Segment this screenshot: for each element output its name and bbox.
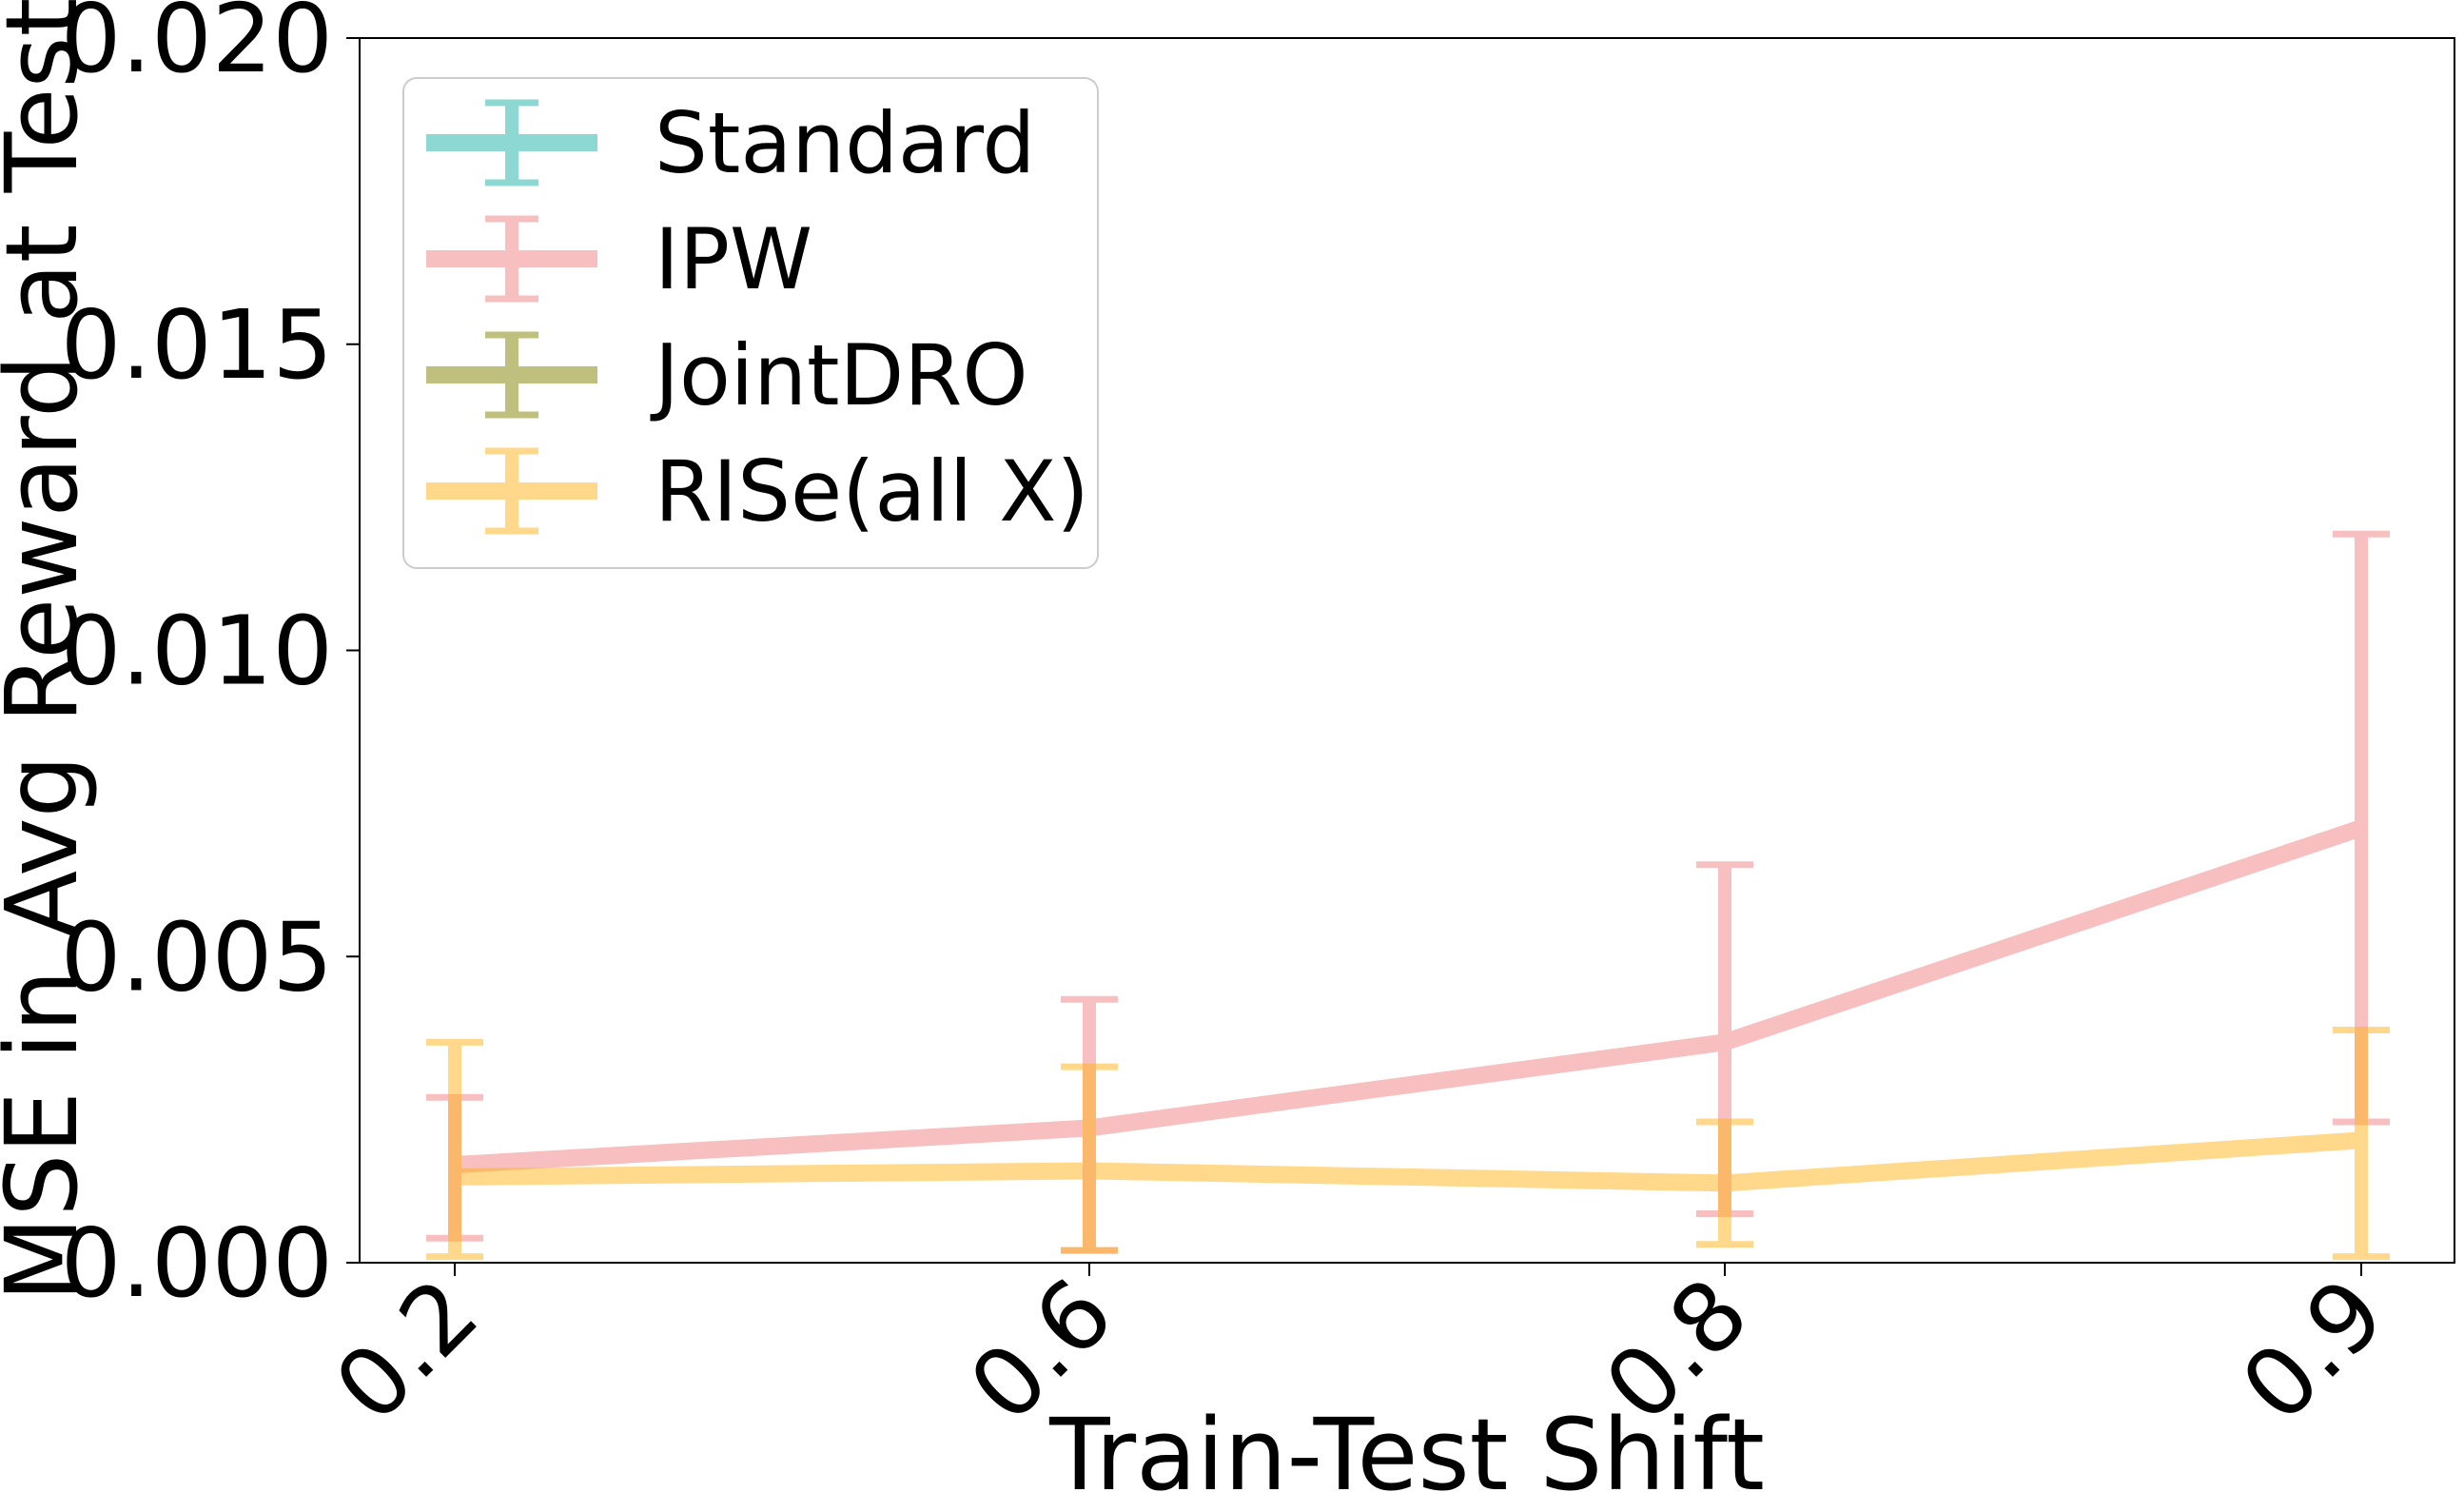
legend-item-rise-all-x: RISe(all X): [426, 442, 1089, 540]
x-tick-label: 0.9: [2220, 1257, 2406, 1443]
legend-label: Standard: [655, 94, 1035, 192]
y-axis-label: MSE in Avg Reward at Test: [0, 0, 100, 1302]
legend-label: IPW: [655, 210, 812, 308]
legend-label: RISe(all X): [655, 442, 1089, 540]
legend-item-standard: Standard: [426, 94, 1035, 192]
x-axis-label: Train-Test Shift: [1048, 1397, 1765, 1512]
series-line-rise-all-x: [454, 1131, 2362, 1192]
y-tick-label: 0.005: [61, 901, 333, 1012]
legend-swatch: [426, 99, 597, 187]
y-tick-label: 0.020: [61, 0, 333, 94]
y-tick-label: 0.015: [61, 289, 333, 401]
y-tick-label: 0.010: [61, 596, 333, 707]
series-rise-all-x: [426, 1026, 2390, 1261]
legend-swatch: [426, 447, 597, 535]
legend-box: [402, 77, 1099, 569]
y-tick-label: 0.000: [61, 1208, 333, 1319]
x-tick-label: 0.2: [314, 1257, 499, 1443]
legend-layer: Standard IPW JointDRO RISe(all X): [402, 77, 1099, 569]
legend-item-ipw: IPW: [426, 210, 812, 308]
legend-label: JointDRO: [650, 326, 1028, 424]
legend-swatch: [426, 331, 597, 419]
series-line-ipw: [454, 819, 2364, 1174]
series-layer: [426, 530, 2390, 1261]
series-ipw: [426, 530, 2390, 1254]
legend-item-jointdro: JointDRO: [426, 326, 1028, 424]
legend-swatch: [426, 215, 597, 303]
